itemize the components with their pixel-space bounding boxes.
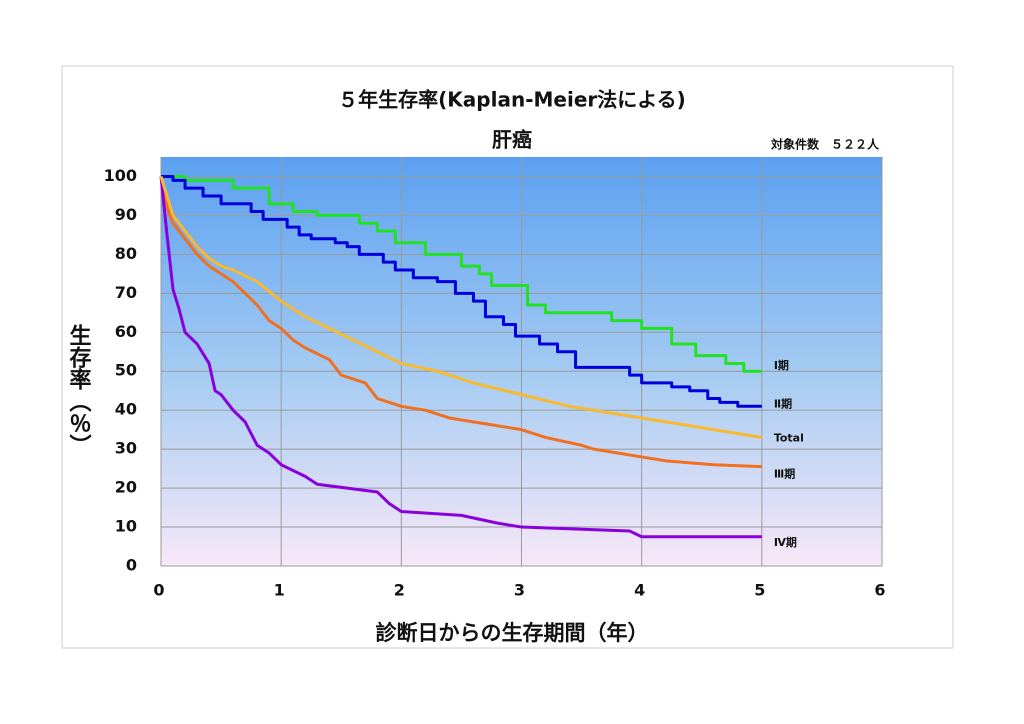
y-tick-label: 70 — [115, 283, 137, 302]
x-tick-label: 1 — [274, 581, 285, 600]
chart-title: ５年生存率(Kaplan-Meier法による) — [338, 88, 686, 112]
y-tick-label: 40 — [115, 400, 137, 419]
y-tick-label: 30 — [115, 439, 137, 458]
y-tick-label: 50 — [115, 361, 137, 380]
series-line — [161, 174, 762, 373]
y-tick-label: 20 — [115, 478, 137, 497]
x-axis-label: 診断日からの生存期間（年） — [376, 621, 649, 645]
y-axis-label: 生存率（％） — [66, 324, 92, 456]
series-label: Ⅱ期 — [774, 396, 792, 410]
chart-subtitle: 肝癌 — [492, 128, 532, 152]
series-label: Total — [774, 431, 804, 444]
y-tick-label: 10 — [115, 517, 137, 536]
series-label: Ⅰ期 — [774, 358, 789, 372]
series-line — [159, 176, 762, 539]
series-line — [159, 176, 762, 469]
y-tick-label: 80 — [115, 244, 137, 263]
annotation: 対象件数 ５２２人 — [770, 137, 880, 152]
x-tick-label: 0 — [153, 581, 164, 600]
x-tick-label: 5 — [754, 581, 765, 600]
y-tick-label: 100 — [104, 166, 137, 185]
y-tick-label: 0 — [126, 556, 137, 575]
series-label: Ⅳ期 — [774, 535, 797, 549]
series-label: Ⅲ期 — [774, 467, 795, 481]
y-tick-label: 60 — [115, 322, 137, 341]
series-line — [159, 176, 763, 439]
y-tick-label: 90 — [115, 205, 137, 224]
series-line — [161, 174, 762, 408]
x-tick-label: 4 — [634, 581, 645, 600]
x-tick-label: 6 — [874, 581, 885, 600]
x-tick-label: 2 — [394, 581, 405, 600]
x-tick-label: 3 — [514, 581, 525, 600]
